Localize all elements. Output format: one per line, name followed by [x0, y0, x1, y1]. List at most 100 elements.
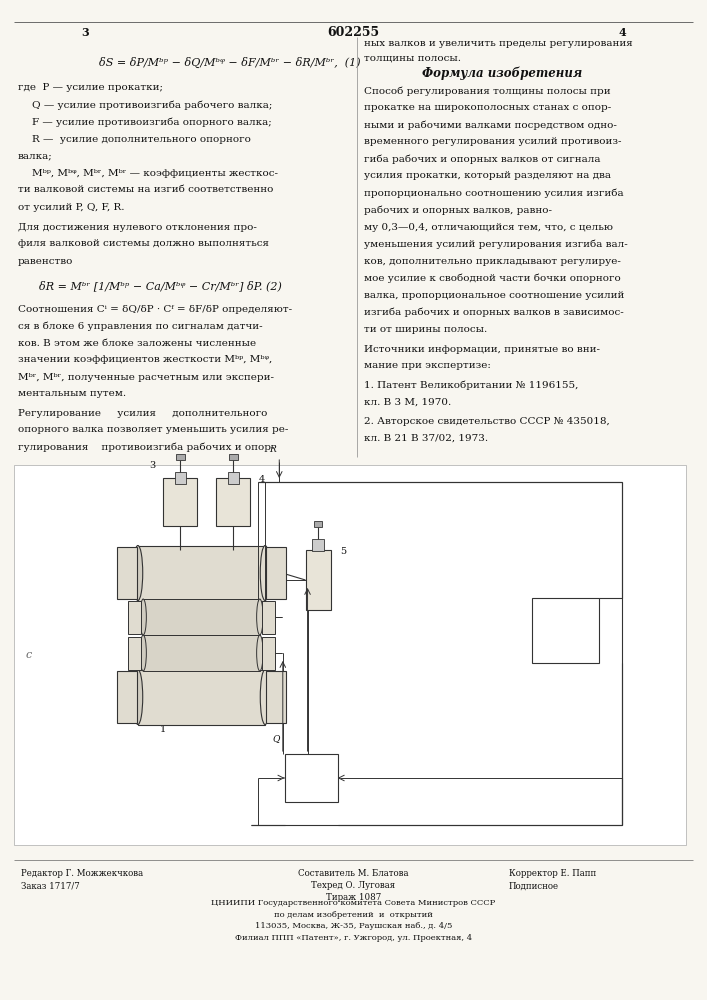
Text: Источники информации, принятые во вни-: Источники информации, принятые во вни-	[364, 344, 600, 354]
Text: валка;: валка;	[18, 151, 52, 160]
Ellipse shape	[140, 635, 146, 671]
Ellipse shape	[257, 599, 263, 635]
Text: R —  усилие дополнительного опорного: R — усилие дополнительного опорного	[32, 134, 251, 143]
Text: Тираж 1087: Тираж 1087	[326, 894, 381, 902]
Text: где  P — усилие прокатки;: где P — усилие прокатки;	[18, 84, 163, 93]
Bar	[284, 754, 338, 802]
Text: му 0,3—0,4, отличающийся тем, что, с целью: му 0,3—0,4, отличающийся тем, что, с цел…	[364, 223, 613, 232]
Text: δR = Mᵇʳ [1/Mᵇᵖ − Ca/Mᵇᵠ − Cr/Mᵇʳ] δP. (2): δR = Mᵇʳ [1/Mᵇᵖ − Ca/Mᵇᵠ − Cr/Mᵇʳ] δP. (…	[39, 281, 282, 291]
Text: Mᵇʳ, Mᵇʳ, полученные расчетным или экспери-: Mᵇʳ, Mᵇʳ, полученные расчетным или экспе…	[18, 372, 274, 381]
Text: уменьшения усилий регулирования изгиба вал-: уменьшения усилий регулирования изгиба в…	[364, 239, 628, 249]
Text: F: F	[312, 590, 317, 600]
Bar	[163, 478, 197, 526]
Text: Корректор Е. Папп: Корректор Е. Папп	[509, 869, 596, 879]
Text: ных валков и увеличить пределы регулирования: ных валков и увеличить пределы регулиров…	[364, 38, 633, 47]
Text: 2. Авторское свидетельство СССР № 435018,: 2. Авторское свидетельство СССР № 435018…	[364, 416, 610, 426]
Text: Заказ 1717/7: Заказ 1717/7	[21, 882, 80, 890]
Text: Техред О. Луговая: Техред О. Луговая	[311, 882, 396, 890]
Text: 602255: 602255	[327, 25, 380, 38]
Text: гиба рабочих и опорных валков от сигнала: гиба рабочих и опорных валков от сигнала	[364, 154, 601, 164]
Text: 7: 7	[563, 615, 568, 624]
Bar	[175, 472, 186, 484]
Bar	[128, 600, 141, 634]
Text: Формула изобретения: Формула изобретения	[422, 66, 582, 80]
Bar	[143, 599, 259, 635]
Bar	[117, 671, 137, 723]
Ellipse shape	[133, 546, 143, 600]
Text: от усилий P, Q, F, R.: от усилий P, Q, F, R.	[18, 202, 124, 212]
Text: с: с	[25, 650, 31, 660]
Text: Q — усилие противоизгиба рабочего валка;: Q — усилие противоизгиба рабочего валка;	[32, 100, 272, 110]
Text: значении коэффициентов жесткости Mᵇᵖ, Mᵇᵠ,: значении коэффициентов жесткости Mᵇᵖ, Mᵇ…	[18, 356, 272, 364]
Text: кл. В 21 В 37/02, 1973.: кл. В 21 В 37/02, 1973.	[364, 434, 489, 442]
Bar	[305, 550, 330, 610]
Text: временного регулирования усилий противоиз-: временного регулирования усилий противои…	[364, 137, 621, 146]
Bar	[532, 597, 600, 662]
Text: опорного валка позволяет уменьшить усилия ре-: опорного валка позволяет уменьшить усили…	[18, 426, 288, 434]
Bar	[143, 635, 259, 671]
Bar	[229, 454, 238, 460]
Text: ти валковой системы на изгиб соответственно: ти валковой системы на изгиб соответстве…	[18, 186, 273, 194]
Bar	[117, 547, 137, 599]
Text: Q: Q	[262, 659, 269, 668]
Text: 6: 6	[308, 774, 314, 782]
Text: валка, пропорциональное соотношение усилий: валка, пропорциональное соотношение усил…	[364, 290, 624, 300]
Bar	[176, 454, 185, 460]
Text: Для достижения нулевого отклонения про-: Для достижения нулевого отклонения про-	[18, 223, 257, 232]
Text: полосы: полосы	[551, 644, 580, 652]
Text: кл. В 3 M, 1970.: кл. В 3 M, 1970.	[364, 397, 451, 406]
Text: прокатке на широкополосных станах с опор-: прокатке на широкополосных станах с опор…	[364, 104, 612, 112]
Bar	[228, 472, 239, 484]
Bar	[216, 478, 250, 526]
Text: мое усилие к свободной части бочки опорного: мое усилие к свободной части бочки опорн…	[364, 273, 621, 283]
Bar	[262, 637, 275, 670]
Ellipse shape	[140, 599, 146, 635]
Text: Редактор Г. Можжекчкова: Редактор Г. Можжекчкова	[21, 869, 144, 879]
Text: ными и рабочими валками посредством одно-: ными и рабочими валками посредством одно…	[364, 120, 617, 130]
Text: Подписное: Подписное	[509, 882, 559, 890]
Text: ширина: ширина	[550, 631, 581, 639]
Text: 4: 4	[259, 475, 264, 484]
Text: 2: 2	[206, 686, 211, 694]
Text: 1: 1	[160, 726, 165, 734]
Text: Способ регулирования толщины полосы при: Способ регулирования толщины полосы при	[364, 86, 611, 96]
Bar	[128, 637, 141, 670]
Text: Составитель М. Блатова: Составитель М. Блатова	[298, 869, 409, 879]
Text: ков, дополнительно прикладывают регулируе-: ков, дополнительно прикладывают регулиру…	[364, 256, 621, 265]
Text: равенство: равенство	[18, 256, 73, 265]
Text: 5: 5	[340, 548, 346, 556]
Text: ментальным путем.: ментальным путем.	[18, 389, 126, 398]
Text: Q: Q	[272, 734, 279, 744]
Text: изгиба рабочих и опорных валков в зависимос-: изгиба рабочих и опорных валков в зависи…	[364, 307, 624, 317]
Text: ся в блоке 6 управления по сигналам датчи-: ся в блоке 6 управления по сигналам датч…	[18, 321, 262, 331]
Text: филя валковой системы должно выполняться: филя валковой системы должно выполняться	[18, 239, 269, 248]
Text: 113035, Москва, Ж-35, Раушская наб., д. 4/5: 113035, Москва, Ж-35, Раушская наб., д. …	[255, 922, 452, 930]
Ellipse shape	[260, 546, 270, 600]
Text: Филиал ППП «Патент», г. Ужгород, ул. Проектная, 4: Филиал ППП «Патент», г. Ужгород, ул. Про…	[235, 934, 472, 942]
Text: Соотношения Cⁱ = δQ/δP · Cᶠ = δF/δP определяют-: Соотношения Cⁱ = δQ/δP · Cᶠ = δF/δP опре…	[18, 304, 292, 314]
Text: Регулирование     усилия     дополнительного: Регулирование усилия дополнительного	[18, 408, 267, 418]
Bar	[14, 465, 686, 845]
Text: P: P	[262, 604, 267, 613]
Text: F: F	[271, 585, 277, 594]
Ellipse shape	[257, 635, 263, 671]
Text: 4: 4	[619, 26, 626, 37]
Text: δS = δP/Mᵇᵖ − δQ/Mᵇᵠ − δF/Mᵇʳ − δR/Mᵇʳ,  (1): δS = δP/Mᵇᵖ − δQ/Mᵇᵠ − δF/Mᵇʳ − δR/Mᵇʳ, …	[99, 56, 361, 68]
Text: 3: 3	[149, 460, 155, 470]
Bar	[262, 600, 275, 634]
Bar	[266, 547, 286, 599]
Bar	[266, 671, 286, 723]
Bar	[138, 546, 265, 600]
Text: толщины полосы.: толщины полосы.	[364, 53, 461, 62]
Ellipse shape	[133, 670, 143, 724]
Text: 3: 3	[81, 26, 88, 37]
Text: ти от ширины полосы.: ти от ширины полосы.	[364, 324, 487, 334]
Text: мание при экспертизе:: мание при экспертизе:	[364, 361, 491, 370]
Ellipse shape	[260, 670, 270, 724]
Bar	[312, 539, 324, 551]
Text: ЦНИИПИ Государственного комитета Совета Министров СССР: ЦНИИПИ Государственного комитета Совета …	[211, 899, 496, 907]
Text: F — усилие противоизгиба опорного валка;: F — усилие противоизгиба опорного валка;	[32, 117, 271, 127]
Bar	[138, 670, 265, 724]
Text: Mᵇᵖ, Mᵇᵠ, Mᵇʳ, Mᵇʳ — коэффициенты жесткос-: Mᵇᵖ, Mᵇᵠ, Mᵇʳ, Mᵇʳ — коэффициенты жестко…	[32, 168, 278, 178]
Text: R: R	[269, 445, 276, 454]
